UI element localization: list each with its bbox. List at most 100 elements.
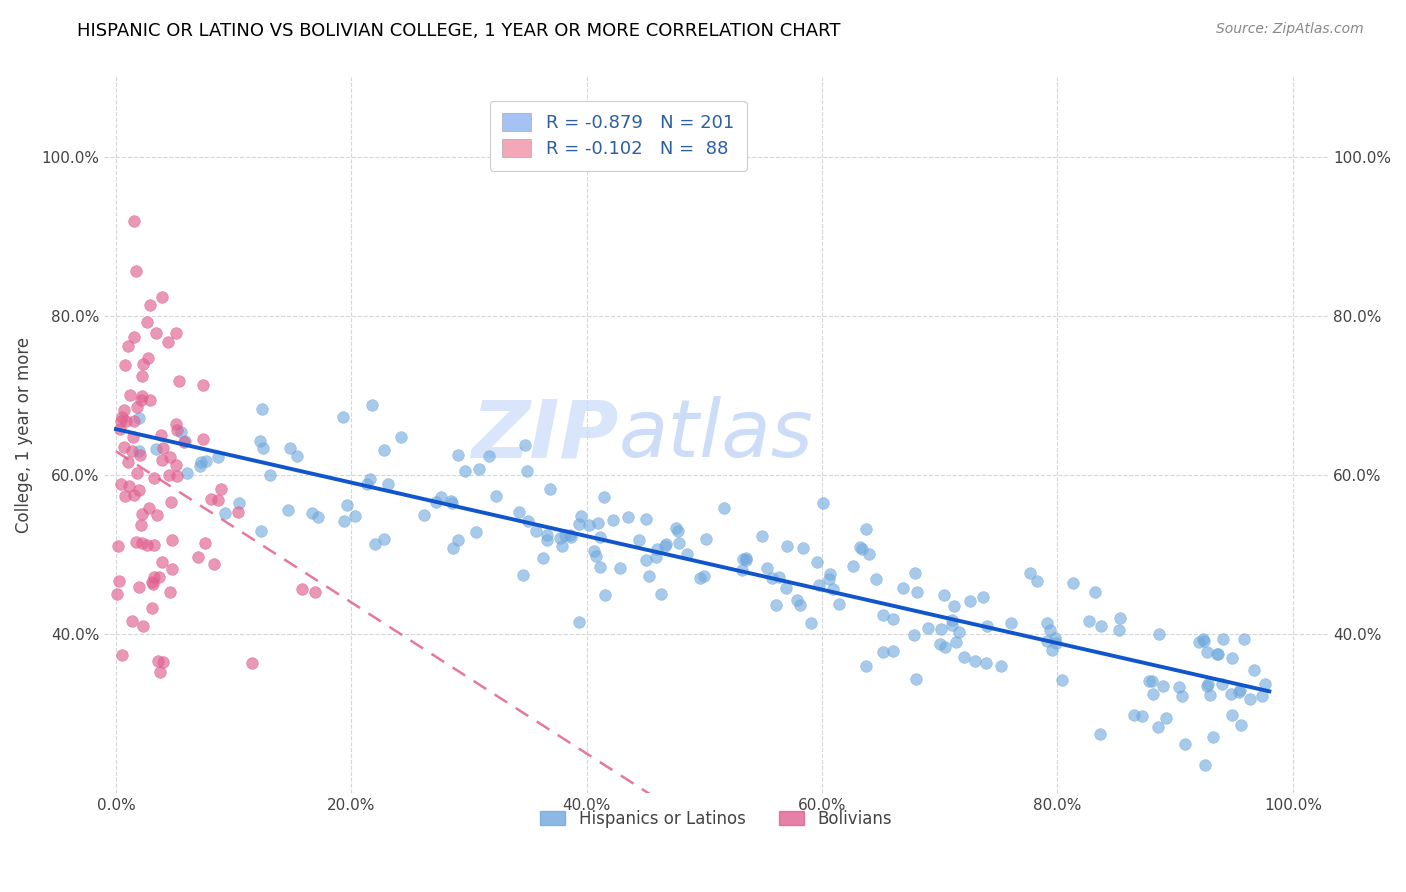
Point: [508, 505, 530, 519]
Point: [118, 388, 141, 402]
Point: [1194, 758, 1216, 772]
Point: [108, 422, 131, 436]
Point: [377, 477, 399, 491]
Point: [731, 563, 754, 577]
Point: [1174, 738, 1197, 752]
Point: [114, 359, 136, 373]
Point: [865, 572, 887, 586]
Point: [165, 417, 187, 431]
Point: [195, 454, 218, 468]
Point: [654, 537, 676, 551]
Point: [128, 410, 150, 425]
Point: [735, 551, 758, 566]
Point: [645, 541, 668, 556]
Point: [751, 529, 773, 543]
Point: [1191, 632, 1213, 647]
Point: [1147, 720, 1170, 734]
Point: [817, 572, 839, 586]
Point: [813, 496, 835, 510]
Point: [855, 522, 877, 536]
Point: [786, 593, 808, 607]
Point: [132, 357, 155, 371]
Point: [132, 619, 155, 633]
Point: [112, 440, 135, 454]
Point: [111, 648, 134, 662]
Point: [114, 489, 136, 503]
Point: [1042, 642, 1064, 657]
Point: [1254, 677, 1277, 691]
Point: [121, 614, 143, 628]
Point: [893, 581, 915, 595]
Point: [121, 443, 143, 458]
Text: atlas: atlas: [619, 396, 813, 474]
Point: [904, 566, 927, 580]
Point: [143, 570, 166, 584]
Point: [550, 531, 572, 545]
Point: [373, 443, 395, 458]
Point: [1123, 707, 1146, 722]
Point: [214, 506, 236, 520]
Point: [287, 450, 309, 464]
Y-axis label: College, 1 year or more: College, 1 year or more: [15, 337, 32, 533]
Point: [731, 552, 754, 566]
Point: [128, 444, 150, 458]
Point: [141, 574, 163, 589]
Point: [165, 326, 187, 340]
Point: [617, 509, 640, 524]
Point: [1197, 645, 1219, 659]
Point: [307, 510, 329, 524]
Point: [166, 469, 188, 483]
Point: [872, 645, 894, 659]
Point: [128, 448, 150, 462]
Point: [536, 528, 558, 542]
Point: [149, 665, 172, 679]
Point: [882, 644, 904, 658]
Point: [538, 482, 561, 496]
Point: [568, 615, 591, 629]
Point: [1229, 682, 1251, 697]
Point: [800, 615, 823, 630]
Point: [122, 330, 145, 344]
Point: [578, 517, 600, 532]
Point: [138, 501, 160, 516]
Point: [1202, 730, 1225, 744]
Point: [768, 570, 790, 584]
Point: [159, 450, 181, 464]
Point: [1156, 711, 1178, 725]
Point: [516, 465, 538, 479]
Point: [108, 574, 131, 589]
Point: [828, 597, 851, 611]
Point: [464, 524, 486, 539]
Point: [150, 290, 173, 304]
Point: [713, 500, 735, 515]
Point: [359, 472, 381, 486]
Point: [792, 541, 814, 555]
Point: [200, 491, 222, 506]
Point: [589, 529, 612, 543]
Point: [190, 455, 212, 469]
Point: [1108, 611, 1130, 625]
Point: [855, 659, 877, 673]
Text: HISPANIC OR LATINO VS BOLIVIAN COLLEGE, 1 YEAR OR MORE CORRELATION CHART: HISPANIC OR LATINO VS BOLIVIAN COLLEGE, …: [77, 22, 841, 40]
Point: [948, 624, 970, 639]
Legend: Hispanics or Latinos, Bolivians: Hispanics or Latinos, Bolivians: [534, 803, 898, 834]
Point: [634, 512, 657, 526]
Point: [1045, 636, 1067, 650]
Point: [105, 587, 128, 601]
Point: [1088, 727, 1111, 741]
Point: [129, 518, 152, 533]
Point: [636, 552, 658, 566]
Point: [167, 374, 190, 388]
Point: [637, 568, 659, 582]
Point: [1243, 664, 1265, 678]
Point: [124, 214, 146, 228]
Point: [157, 335, 180, 350]
Point: [122, 488, 145, 502]
Point: [609, 561, 631, 575]
Point: [389, 430, 412, 444]
Point: [976, 656, 998, 670]
Point: [1230, 718, 1253, 732]
Point: [585, 549, 607, 564]
Point: [560, 527, 582, 541]
Point: [131, 536, 153, 550]
